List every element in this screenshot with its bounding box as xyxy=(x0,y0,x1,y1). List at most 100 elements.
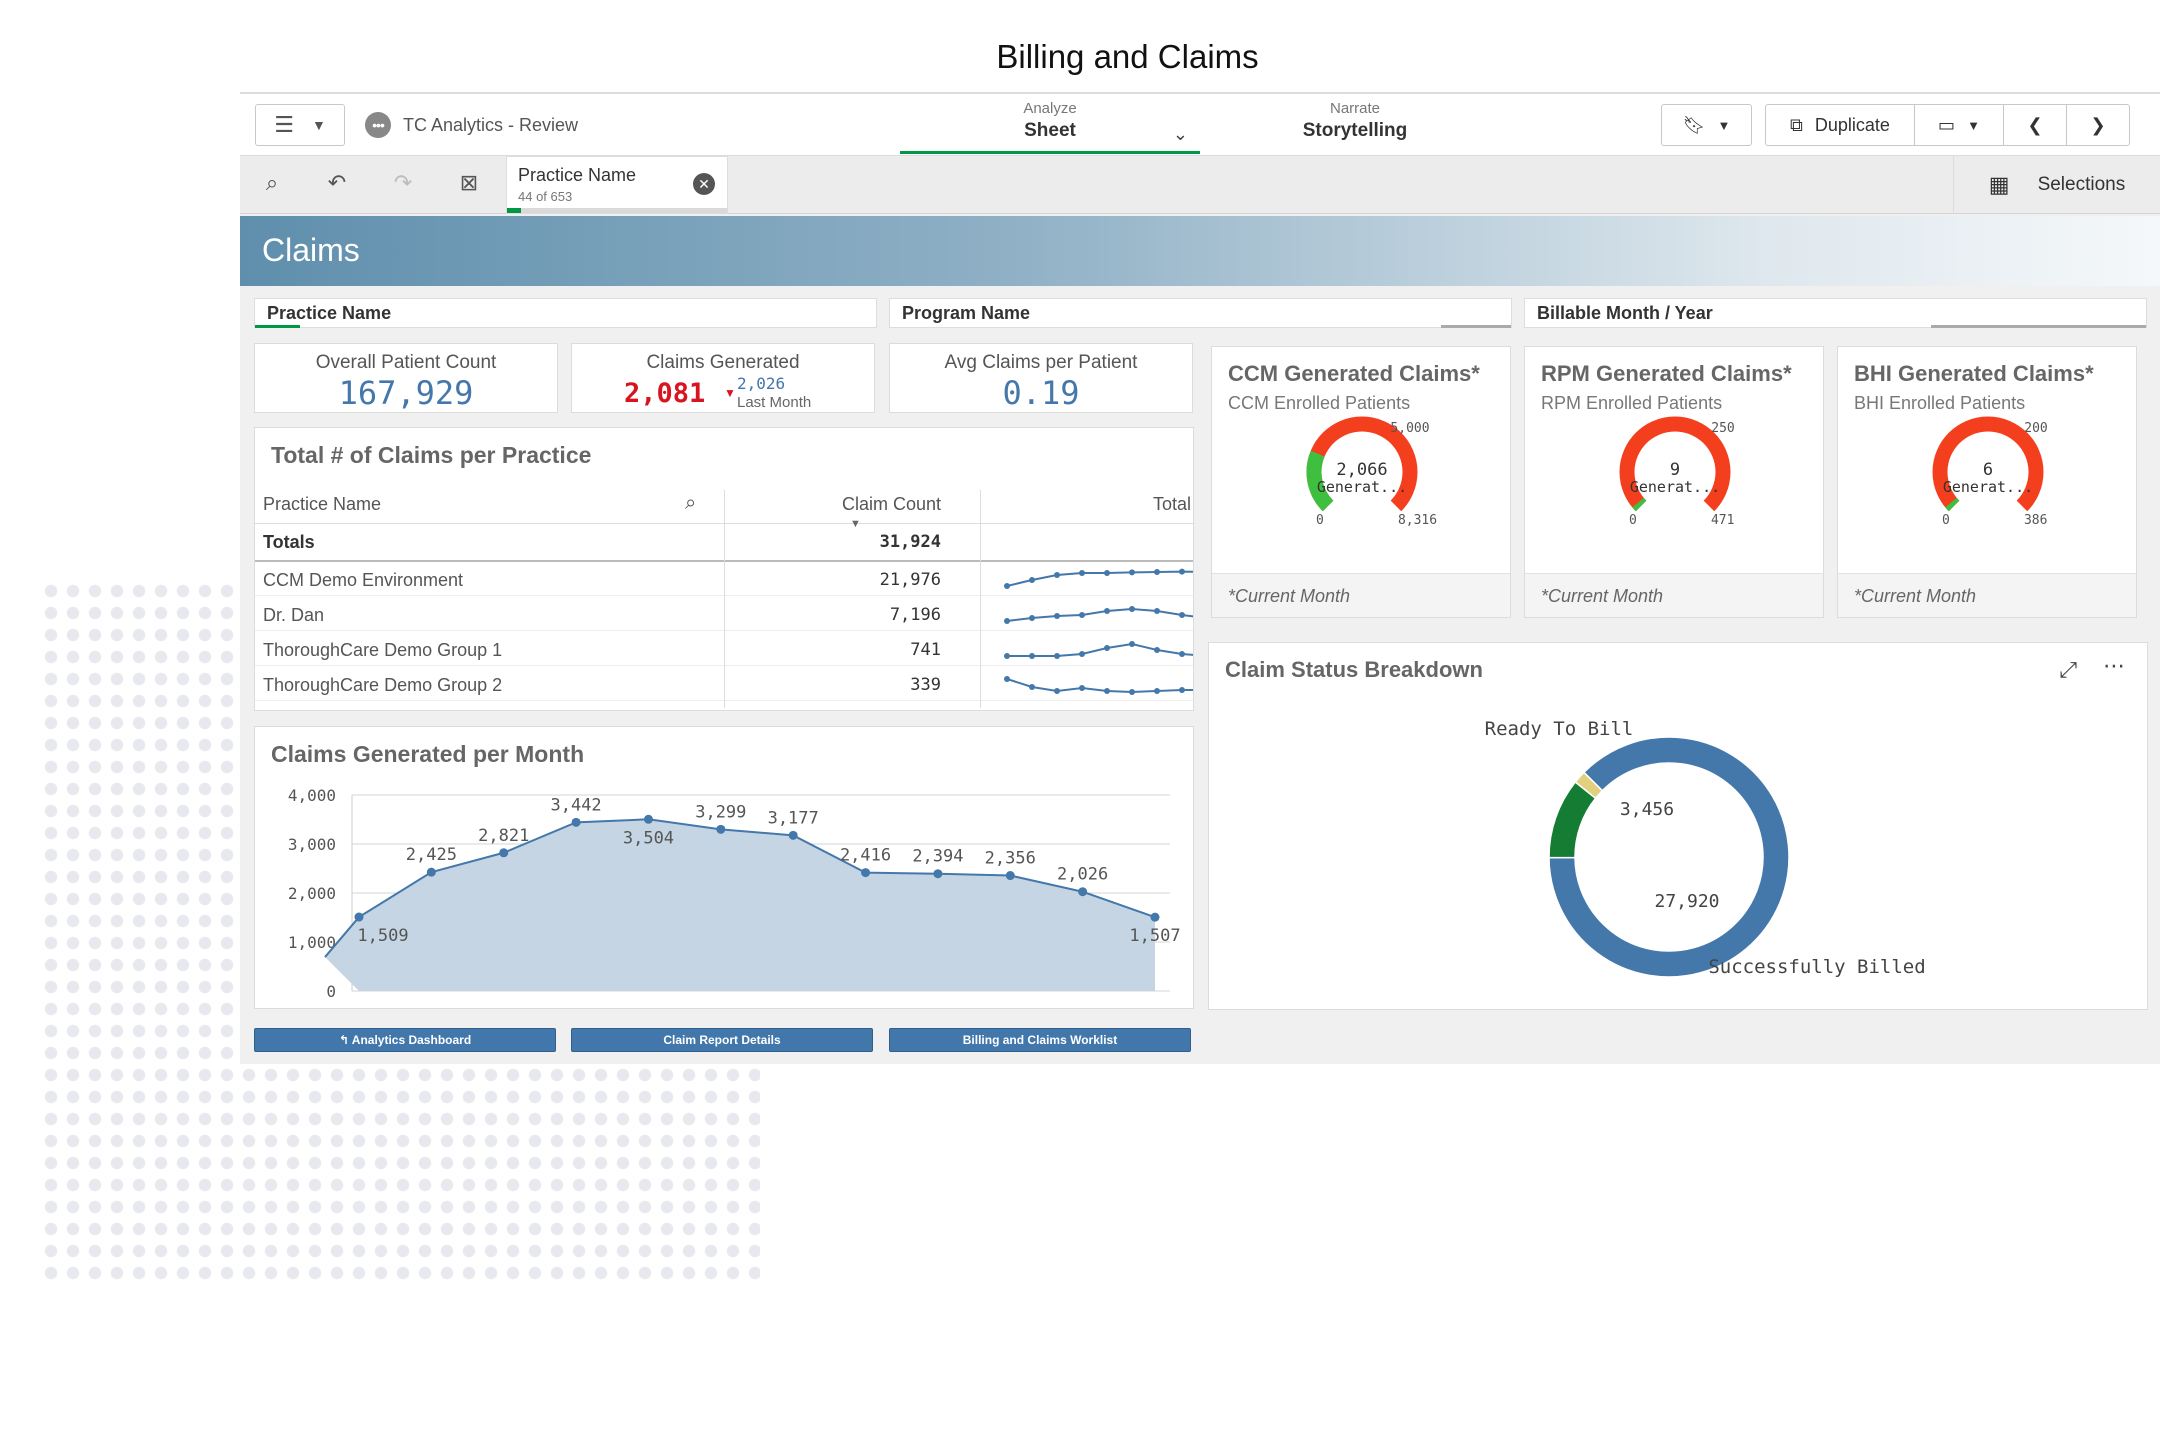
sparkline-point xyxy=(1029,577,1035,583)
more-options-icon[interactable]: ⋯ xyxy=(2103,653,2125,678)
sparkline-point xyxy=(1004,653,1010,659)
tab-narrate[interactable]: Narrate Storytelling xyxy=(1240,100,1470,154)
slice-name-label: Successfully Billed xyxy=(1708,956,1925,978)
laptop-icon: ▭ xyxy=(1938,114,1956,135)
claim-count-cell: 7,196 xyxy=(889,605,941,625)
data-point[interactable] xyxy=(933,869,943,879)
sort-desc-icon: ▼ xyxy=(850,518,861,530)
data-point[interactable] xyxy=(571,817,581,827)
data-point[interactable] xyxy=(426,867,436,877)
next-sheet-button[interactable]: ❯ xyxy=(2066,104,2130,146)
y-tick-label: 4,000 xyxy=(288,786,336,805)
button-label: Billing and Claims Worklist xyxy=(962,1033,1118,1047)
gauge-min: 0 xyxy=(1629,513,1637,528)
clear-selections-icon[interactable]: ⊠ xyxy=(459,170,479,195)
donut-slice[interactable] xyxy=(1574,771,1604,800)
more-dots-icon: ••• xyxy=(365,112,391,138)
button-label: Claim Report Details xyxy=(663,1033,781,1047)
sparkline-point xyxy=(1079,685,1085,691)
practice-name-cell: Dr. Dan xyxy=(263,605,325,625)
gauge-footer: *Current Month xyxy=(1838,573,2136,617)
device-view-button[interactable]: ▭ ▼ xyxy=(1914,104,2004,146)
kpi-value: 2,081 xyxy=(624,378,706,409)
bookmark-icon: 🔖︎ xyxy=(1682,114,1706,135)
sparkline-point xyxy=(1104,608,1110,614)
filter-practice-name[interactable]: Practice Name xyxy=(254,298,877,328)
sparkline-point xyxy=(1004,676,1010,682)
close-icon[interactable]: ✕ xyxy=(693,173,715,195)
sparkline-point xyxy=(1054,613,1060,619)
data-point[interactable] xyxy=(1005,871,1015,881)
data-point[interactable] xyxy=(1150,912,1160,922)
header-claim-count[interactable]: Claim Count xyxy=(841,494,941,514)
data-point[interactable] xyxy=(788,830,798,840)
y-tick-label: 1,000 xyxy=(288,933,336,952)
data-point[interactable] xyxy=(716,824,726,834)
step-forward-icon[interactable]: ↷ xyxy=(393,170,413,195)
chevron-down-icon[interactable]: ⌄ xyxy=(1172,124,1188,144)
kpi-patient-count[interactable]: Overall Patient Count 167,929 xyxy=(254,343,558,413)
step-back-icon[interactable]: ↶ xyxy=(327,170,347,195)
claim-report-details-button[interactable]: Claim Report Details xyxy=(571,1028,873,1052)
app-title[interactable]: ••• TC Analytics - Review xyxy=(365,104,578,146)
selection-chip-practice-name[interactable]: Practice Name 44 of 653 ✕ xyxy=(506,156,728,214)
gauge-value-label: Generat... xyxy=(1317,478,1407,496)
data-point[interactable] xyxy=(499,848,509,858)
gauge-fill xyxy=(1945,497,1960,512)
previous-sheet-button[interactable]: ❮ xyxy=(2003,104,2067,146)
bookmark-button[interactable]: 🔖︎ ▼ xyxy=(1661,104,1752,146)
donut-chart-svg[interactable]: 27,920 3,456 Ready To Bill Successfully Bil… xyxy=(1209,643,2149,1011)
data-point[interactable] xyxy=(861,868,871,878)
analytics-dashboard-button[interactable]: ↰ Analytics Dashboard xyxy=(254,1028,556,1052)
y-tick-label: 2,000 xyxy=(288,884,336,903)
gauge-subtitle: CCM Enrolled Patients xyxy=(1228,393,1411,413)
data-point[interactable] xyxy=(354,912,364,922)
kpi-label: Claims Generated xyxy=(646,352,800,373)
data-point[interactable] xyxy=(1078,887,1088,897)
kpi-claims-generated[interactable]: Claims Generated 2,081 ▼ 2,026 Last Mont… xyxy=(571,343,875,413)
filter-billable-month[interactable]: Billable Month / Year xyxy=(1524,298,2147,328)
header-total[interactable]: Total xyxy=(1152,494,1191,514)
gauge-min: 0 xyxy=(1316,513,1324,528)
donut-slice[interactable] xyxy=(1548,736,1790,978)
sparkline-point xyxy=(1179,687,1185,693)
smart-search-icon[interactable]: ⌕ xyxy=(265,170,279,195)
gauge-footer: *Current Month xyxy=(1525,573,1823,617)
caret-down-icon: ▼ xyxy=(1717,117,1731,133)
claim-count-cell: 21,976 xyxy=(879,570,941,590)
slice-value-label: 3,456 xyxy=(1620,799,1674,820)
kpi-value: 167,929 xyxy=(338,374,474,412)
kpi-compare-value: 2,026 xyxy=(737,374,786,393)
button-label: Analytics Dashboard xyxy=(351,1033,472,1047)
sheet-title: Claims xyxy=(262,232,360,268)
gauge-range xyxy=(1619,416,1731,512)
duplicate-button[interactable]: ⧉ Duplicate xyxy=(1765,104,1915,146)
selections-button[interactable]: ▦ Selections xyxy=(1953,156,2160,214)
slice-name-label: Ready To Bill xyxy=(1485,718,1634,740)
filter-program-name[interactable]: Program Name xyxy=(889,298,1512,328)
expand-icon[interactable]: ⤢ xyxy=(2059,657,2077,682)
sparkline-point xyxy=(1154,647,1160,653)
chevron-right-icon: ❯ xyxy=(2090,114,2106,135)
data-label: 2,821 xyxy=(478,826,529,846)
data-point[interactable] xyxy=(643,814,653,824)
gauge-title: CCM Generated Claims* xyxy=(1228,361,1480,386)
caret-down-icon: ▼ xyxy=(1967,117,1980,133)
tab-analyze[interactable]: Analyze Sheet ⌄ xyxy=(900,100,1200,154)
search-icon[interactable]: ⌕ xyxy=(685,492,697,514)
sparkline-point xyxy=(1129,569,1135,576)
kpi-avg-claims[interactable]: Avg Claims per Patient 0.19 xyxy=(889,343,1193,413)
slide-title: Billing and Claims xyxy=(996,38,1259,75)
global-menu-button[interactable]: ☰ ▼ xyxy=(255,104,345,146)
header-practice-name[interactable]: Practice Name xyxy=(263,494,382,514)
sparkline-point xyxy=(1079,612,1085,618)
chart-title: Claims Generated per Month xyxy=(271,741,585,767)
y-tick-label: 0 xyxy=(326,982,336,1001)
area-chart-svg[interactable]: 4,000 3,000 2,000 1,000 0 1,509 2,425 2,821 3,44… xyxy=(255,727,1195,1010)
billing-claims-worklist-button[interactable]: Billing and Claims Worklist xyxy=(889,1028,1191,1052)
practice-name-cell: ThoroughCare Demo Group 2 xyxy=(263,675,503,695)
gauge-max: 8,316 xyxy=(1398,513,1437,528)
